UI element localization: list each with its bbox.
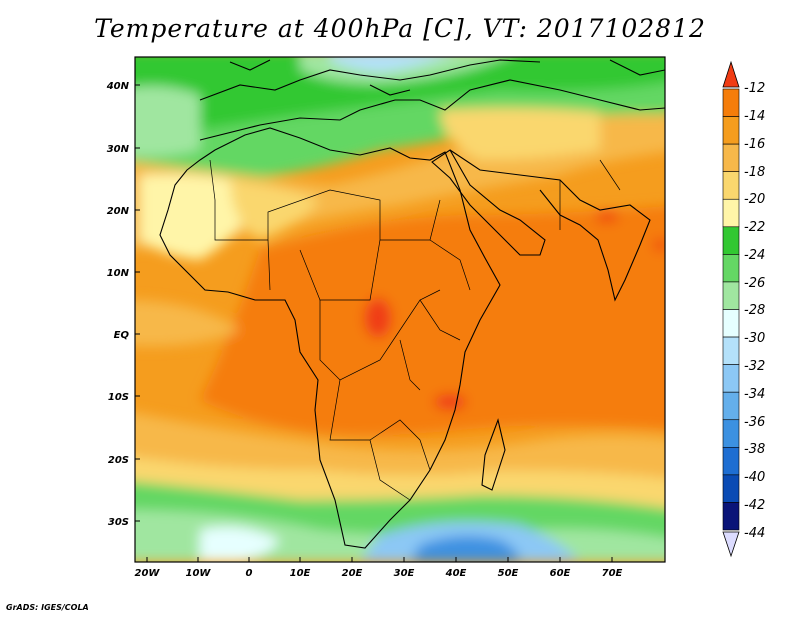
colorbar-swatch [722,419,740,448]
lat-label-30s: 30S [108,517,129,528]
lat-label-20s: 20S [108,455,129,466]
lat-label-eq: EQ [114,330,130,341]
colorbar-swatch [722,336,740,365]
lat-label-30n: 30N [107,144,130,155]
colorbar-swatches [722,88,740,531]
cbar-label-m12: -12 [744,81,765,96]
cbar-label-m14: -14 [744,109,765,124]
lat-label-10s: 10S [108,392,129,403]
longitude-axis: 20W 10W 0 10E 20E 30E 40E 50E 60E 70E [135,557,623,579]
grads-credit: GrADS: IGES/COLA [6,603,89,612]
temperature-field [135,57,665,562]
colorbar-swatch [722,171,740,200]
lon-label-40e: 40E [445,568,467,579]
lat-label-10n: 10N [107,268,130,279]
colorbar-labels: -12 -14 -16 -18 -20 -22 -24 -26 -28 -30 … [744,81,765,541]
lon-label-0: 0 [246,568,253,579]
colorbar-swatch [722,391,740,421]
cbar-label-m42: -42 [744,498,765,513]
lat-label-20n: 20N [107,206,130,217]
cbar-label-m28: -28 [744,303,765,318]
coastlines [159,59,665,549]
map-frame [134,56,666,563]
cbar-label-m40: -40 [744,470,765,485]
colorbar-swatch [722,198,740,228]
colorbar-swatch [722,88,740,117]
colorbar-swatch [722,226,740,255]
cbar-label-m32: -32 [744,359,765,374]
colorbar-swatch [722,502,740,531]
colorbar-swatch [722,116,740,145]
lon-label-20w: 20W [135,568,161,579]
lon-label-70e: 70E [602,568,623,579]
cbar-label-m16: -16 [744,137,765,152]
colorbar-swatch [722,474,740,503]
map-title: Temperature at 400hPa [C], VT: 201710281… [94,14,706,43]
colorbar-swatch [722,364,740,393]
colorbar-swatch [722,254,740,283]
colorbar-swatch [722,143,740,172]
colorbar-swatch [722,447,740,476]
latitude-axis: 40N 30N 20N 10N EQ 10S 20S 30S [106,81,140,528]
lon-label-50e: 50E [498,568,519,579]
cbar-label-m26: -26 [744,276,765,291]
lon-label-30e: 30E [394,568,415,579]
cbar-label-m22: -22 [744,220,765,235]
lon-label-60e: 60E [550,568,571,579]
cbar-label-m18: -18 [744,165,765,180]
colorbar-swatch [722,281,740,310]
cbar-label-m34: -34 [744,387,765,402]
colorbar-swatch [722,309,740,338]
colorbar-bottom-arrow [722,531,740,558]
cbar-label-m36: -36 [744,415,765,430]
cbar-label-m44: -44 [744,526,765,541]
lat-label-40n: 40N [106,81,130,92]
colorbar: -12 -14 -16 -18 -20 -22 -24 -26 -28 -30 … [722,60,765,558]
lon-label-10w: 10W [186,568,212,579]
country-borders [209,159,621,501]
lon-label-20e: 20E [342,568,363,579]
cbar-label-m30: -30 [744,331,765,346]
colorbar-top-arrow [722,60,740,88]
cbar-label-m20: -20 [744,192,765,207]
cbar-label-m38: -38 [744,442,765,457]
cbar-label-m24: -24 [744,248,765,263]
lon-label-10e: 10E [290,568,311,579]
